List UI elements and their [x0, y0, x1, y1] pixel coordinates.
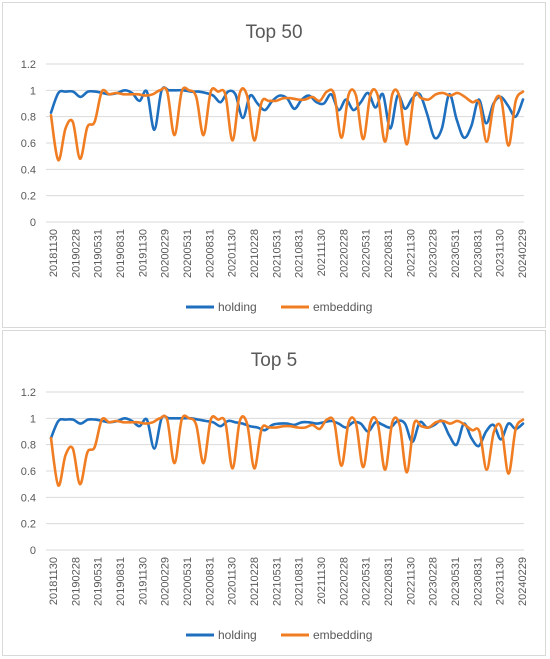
x-tick-label: 20221130 — [405, 229, 417, 277]
chart-top5: Top 5 0 0.2 0.4 0.6 0.8 1 1.2 20181130 20190228 20… — [21, 350, 529, 642]
legend-label-holding: holding — [218, 628, 257, 642]
y-tick-label: 1 — [30, 413, 36, 425]
x-tick-label: 20230831 — [472, 557, 484, 606]
x-tick-label: 20191130 — [137, 229, 149, 277]
x-tick-label: 20190831 — [115, 229, 127, 278]
x-tick-label: 20190228 — [70, 229, 82, 278]
x-tick-label: 20200531 — [182, 557, 194, 606]
y-tick-label: 0.6 — [21, 466, 36, 478]
x-tick-label: 20181130 — [48, 557, 60, 605]
legend-label-embedding: embedding — [313, 628, 372, 642]
chart-top50: Top 50 0 0.2 0.4 0.6 0.8 1 1.2 20181130 20190228 2… — [21, 22, 529, 314]
legend-label-holding: holding — [218, 300, 257, 314]
y-tick-label: 1 — [30, 85, 36, 97]
x-tick-label: 20210531 — [271, 229, 283, 278]
y-tick-label: 0.8 — [21, 112, 36, 124]
x-tick-label: 20240229 — [517, 557, 529, 606]
y-tick-label: 1.2 — [21, 387, 36, 399]
series-line-embedding — [49, 86, 525, 162]
x-tick-label: 20191130 — [137, 557, 149, 605]
x-tick-label: 20190228 — [70, 557, 82, 606]
legend-label-embedding: embedding — [313, 300, 372, 314]
y-tick-label: 0.2 — [21, 519, 36, 531]
x-tick-label: 20200831 — [204, 557, 216, 606]
x-tick-label: 20200531 — [182, 229, 194, 278]
x-tick-label: 20210831 — [294, 557, 306, 606]
y-tick-label: 0.8 — [21, 440, 36, 452]
x-tick-label: 20181130 — [48, 229, 60, 277]
x-tick-label: 20190531 — [93, 229, 105, 278]
series-line-holding — [49, 414, 525, 450]
x-tick-label: 20220531 — [361, 229, 373, 278]
x-tick-label: 20220531 — [361, 557, 373, 606]
y-tick-label: 0.2 — [21, 191, 36, 203]
x-tick-label: 20230228 — [428, 557, 440, 606]
y-tick-label: 1.2 — [21, 59, 36, 71]
x-tick-label: 20200229 — [160, 229, 172, 278]
x-tick-label: 20220831 — [383, 557, 395, 606]
x-tick-label: 20190531 — [93, 557, 105, 606]
y-tick-label: 0.4 — [21, 492, 36, 504]
x-tick-label: 20210228 — [249, 229, 261, 278]
x-tick-label: 20230228 — [428, 229, 440, 278]
x-tick-label: 20231130 — [495, 557, 507, 605]
x-tick-label: 20201130 — [227, 229, 239, 277]
y-tick-label: 0.6 — [21, 138, 36, 150]
y-tick-label: 0.4 — [21, 164, 36, 176]
x-tick-label: 20230831 — [472, 229, 484, 278]
x-tick-label: 20220228 — [338, 557, 350, 606]
x-tick-label: 20230531 — [450, 557, 462, 606]
chart-title: Top 50 — [245, 22, 302, 43]
x-tick-label: 20201130 — [227, 557, 239, 605]
x-tick-label: 20200831 — [204, 229, 216, 278]
x-tick-label: 20240229 — [517, 229, 529, 278]
chart-title: Top 5 — [251, 350, 297, 371]
x-tick-label: 20210531 — [271, 557, 283, 606]
x-tick-label: 20200229 — [160, 557, 172, 606]
chart-panel-top50: Top 50 0 0.2 0.4 0.6 0.8 1 1.2 20181130 20190228 2… — [2, 2, 546, 328]
chart-panel-top5: Top 5 0 0.2 0.4 0.6 0.8 1 1.2 20181130 20190228 20… — [2, 330, 546, 656]
y-tick-label: 0 — [30, 545, 36, 557]
x-tick-label: 20231130 — [495, 229, 507, 277]
x-tick-label: 20210228 — [249, 557, 261, 606]
x-tick-label: 20210831 — [294, 229, 306, 278]
x-tick-label: 20211130 — [316, 229, 328, 276]
x-tick-label: 20230531 — [450, 229, 462, 278]
series-line-embedding — [49, 414, 525, 487]
x-tick-label: 20190831 — [115, 557, 127, 606]
x-tick-label: 20220831 — [383, 229, 395, 278]
y-tick-label: 0 — [30, 217, 36, 229]
x-tick-label: 20220228 — [338, 229, 350, 278]
x-tick-label: 20221130 — [405, 557, 417, 605]
x-tick-label: 20211130 — [316, 557, 328, 604]
